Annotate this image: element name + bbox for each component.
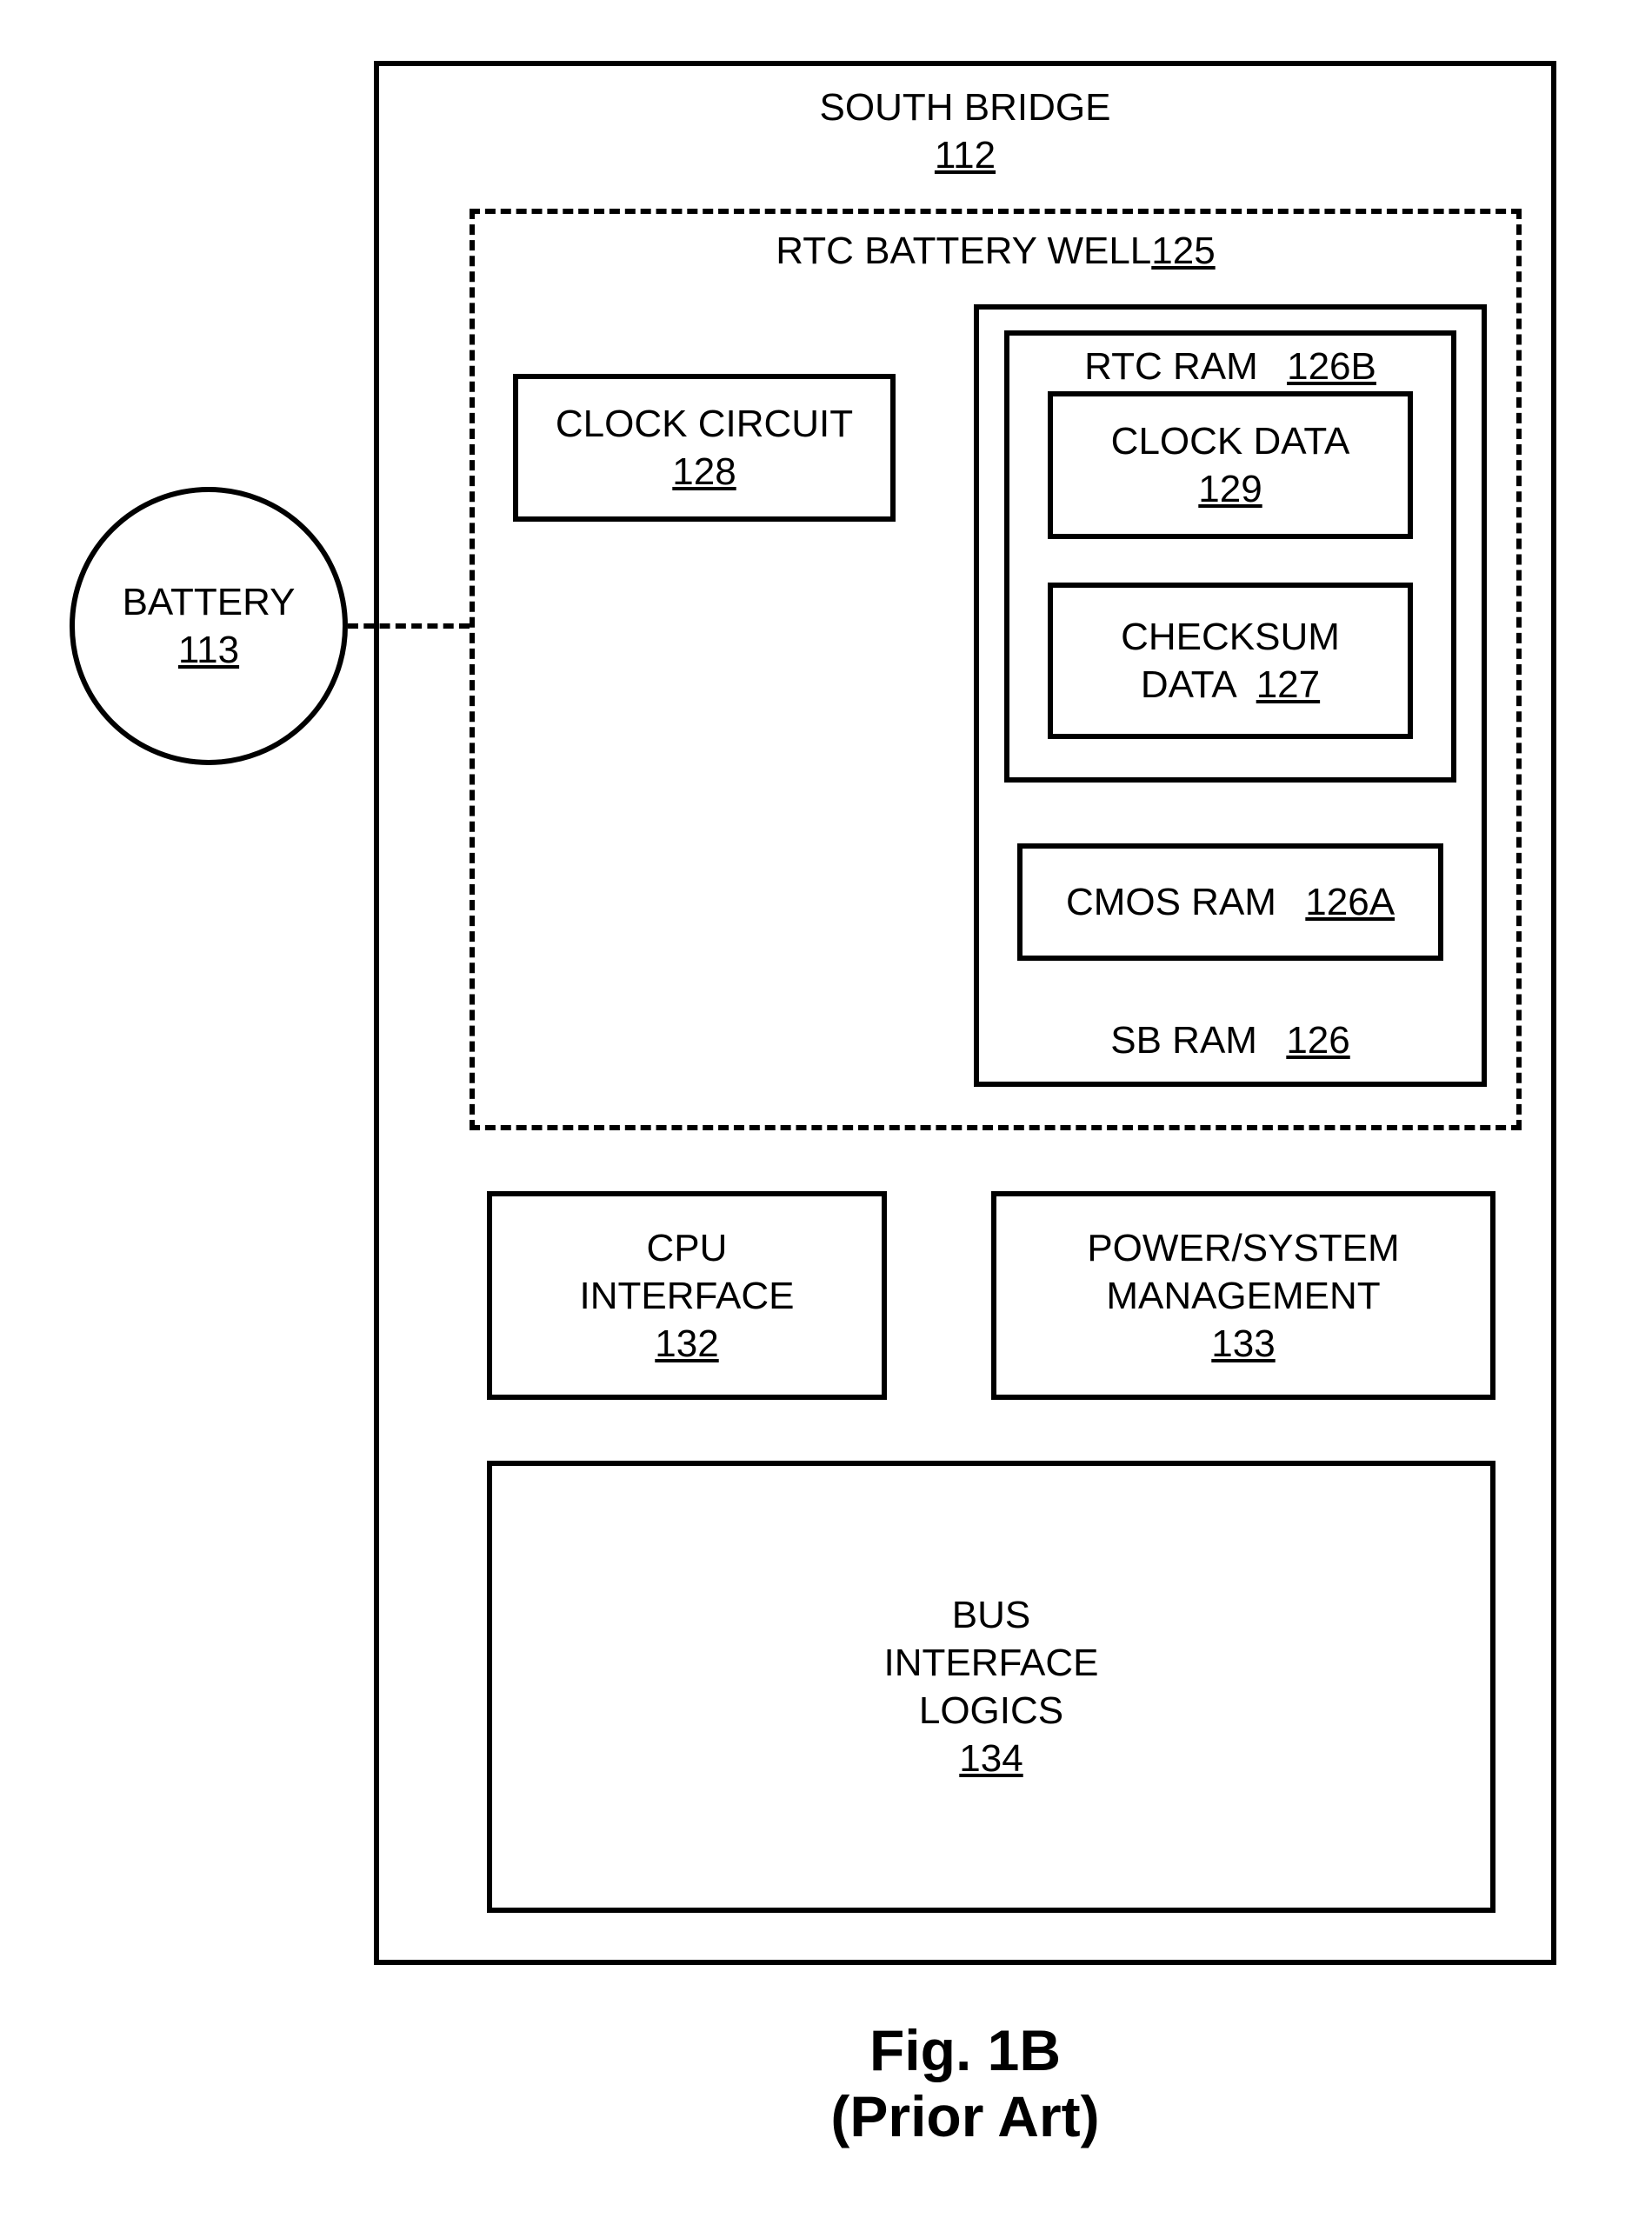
clock-data-ref: 129: [1198, 465, 1262, 513]
battery-block: BATTERY 113: [70, 487, 348, 765]
sb-ram-label: SB RAM: [1110, 1019, 1257, 1062]
cmos-ram-label: CMOS RAM: [1066, 881, 1276, 923]
checksum-data-label-line2: DATA: [1141, 663, 1256, 706]
caption-line2: (Prior Art): [830, 2084, 1099, 2148]
battery-connector: [348, 623, 470, 629]
clock-circuit-ref: 128: [672, 448, 736, 496]
battery-ref: 113: [178, 626, 239, 674]
checksum-data-ref: 127: [1256, 663, 1320, 706]
bus-interface-label: BUS INTERFACE LOGICS: [884, 1591, 1099, 1735]
cmos-ram-block: CMOS RAM 126A: [1017, 843, 1443, 961]
rtc-well-label: RTC BATTERY WELL: [776, 230, 1151, 272]
clock-circuit-block: CLOCK CIRCUIT 128: [513, 374, 896, 522]
power-mgmt-label: POWER/SYSTEM MANAGEMENT: [1087, 1224, 1399, 1320]
sb-ram-ref: 126: [1286, 1019, 1349, 1062]
diagram-canvas: SOUTH BRIDGE 112 RTC BATTERY WELL125 CLO…: [0, 0, 1652, 2218]
south-bridge-label: SOUTH BRIDGE: [820, 86, 1111, 129]
figure-caption: Fig. 1B (Prior Art): [374, 2017, 1556, 2149]
checksum-data-label-line1: CHECKSUM: [1121, 613, 1340, 661]
south-bridge-ref: 112: [935, 134, 996, 177]
cpu-interface-label: CPU INTERFACE: [580, 1224, 795, 1320]
cmos-ram-ref: 126A: [1305, 881, 1395, 923]
rtc-ram-ref: 126B: [1287, 345, 1376, 388]
rtc-well-ref: 125: [1151, 230, 1215, 272]
rtc-ram-label: RTC RAM: [1084, 345, 1258, 388]
cpu-interface-block: CPU INTERFACE 132: [487, 1191, 887, 1400]
clock-data-block: CLOCK DATA 129: [1048, 391, 1413, 539]
cpu-interface-ref: 132: [655, 1320, 718, 1368]
bus-interface-ref: 134: [959, 1735, 1023, 1782]
checksum-data-block: CHECKSUM DATA 127: [1048, 583, 1413, 739]
caption-line1: Fig. 1B: [869, 2018, 1061, 2082]
clock-data-label: CLOCK DATA: [1111, 417, 1350, 465]
bus-interface-block: BUS INTERFACE LOGICS 134: [487, 1461, 1495, 1913]
power-mgmt-block: POWER/SYSTEM MANAGEMENT 133: [991, 1191, 1495, 1400]
battery-label: BATTERY: [123, 578, 296, 626]
clock-circuit-label: CLOCK CIRCUIT: [556, 400, 853, 448]
power-mgmt-ref: 133: [1211, 1320, 1275, 1368]
